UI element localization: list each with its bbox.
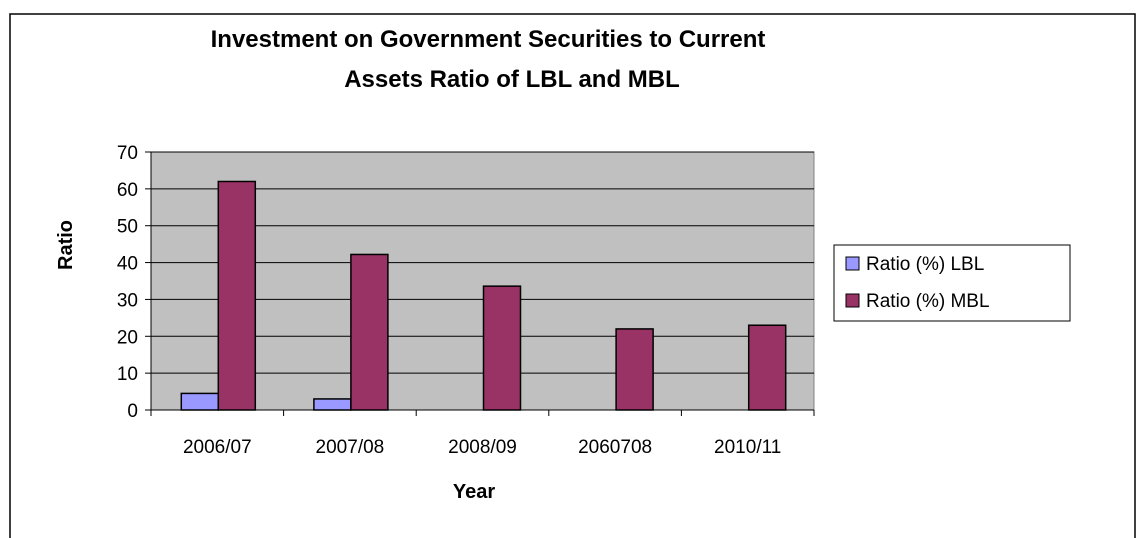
legend-swatch-lbl bbox=[845, 256, 860, 271]
bar-mbl bbox=[217, 180, 257, 411]
x-tick-label: 2010/11 bbox=[714, 437, 781, 458]
bar-lbl bbox=[313, 398, 352, 411]
x-tick-labels: 2006/07 2007/08 2008/09 2060708 2010/11 bbox=[183, 437, 781, 458]
y-tick-label: 60 bbox=[117, 180, 138, 201]
x-tick-label: 2006/07 bbox=[183, 437, 252, 458]
legend-swatch-mbl bbox=[845, 293, 860, 308]
x-tick-label: 2008/09 bbox=[448, 437, 517, 458]
legend-label-mbl: Ratio (%) MBL bbox=[866, 291, 990, 312]
y-tick-labels: 0 10 20 30 40 50 60 70 bbox=[117, 143, 138, 422]
axes bbox=[145, 151, 815, 416]
chart-title-line-1: Investment on Government Securities to C… bbox=[211, 26, 766, 53]
gridlines bbox=[151, 151, 814, 374]
y-tick-label: 10 bbox=[117, 364, 138, 385]
y-tick-label: 40 bbox=[117, 254, 138, 275]
bar-mbl bbox=[615, 328, 654, 411]
bar-mbl bbox=[350, 253, 389, 411]
legend-label-lbl: Ratio (%) LBL bbox=[866, 254, 984, 275]
y-axis-title: Ratio bbox=[55, 220, 77, 270]
y-tick-label: 70 bbox=[117, 143, 138, 164]
bars bbox=[180, 180, 787, 411]
y-tick-label: 30 bbox=[117, 290, 138, 311]
y-tick-label: 50 bbox=[117, 217, 138, 238]
bar-mbl bbox=[482, 285, 522, 411]
y-tick-label: 0 bbox=[127, 401, 138, 422]
x-tick-label: 2007/08 bbox=[316, 437, 385, 458]
y-tick-label: 20 bbox=[117, 327, 138, 348]
x-axis-title: Year bbox=[453, 481, 495, 503]
legend-box bbox=[833, 244, 1071, 322]
legend: Ratio (%) LBL Ratio (%) MBL bbox=[833, 244, 1071, 322]
bar-lbl bbox=[180, 392, 220, 411]
plot-area bbox=[150, 151, 815, 411]
x-tick-label: 2060708 bbox=[578, 437, 652, 458]
chart-title-line-2: Assets Ratio of LBL and MBL bbox=[344, 66, 680, 93]
bar-mbl bbox=[747, 324, 787, 411]
